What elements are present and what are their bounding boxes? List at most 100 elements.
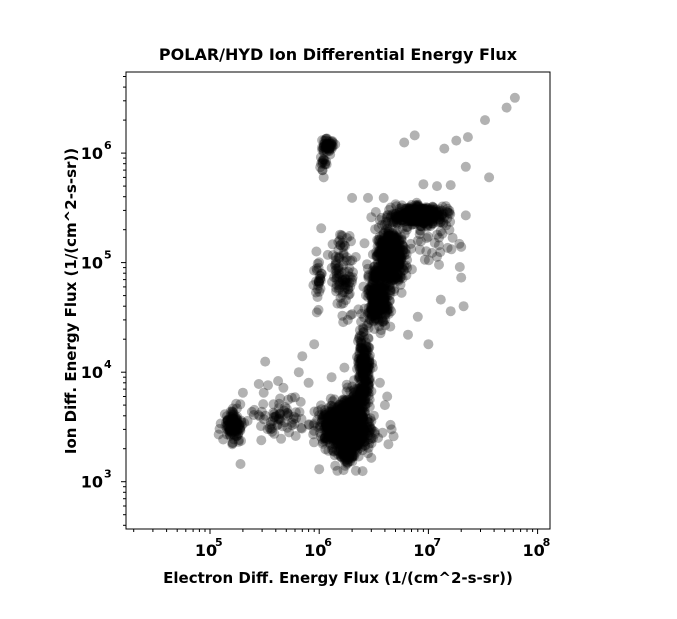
data-point	[341, 421, 352, 431]
data-point	[340, 422, 350, 433]
data-point	[347, 433, 357, 444]
data-point	[324, 418, 335, 429]
data-point	[315, 431, 326, 442]
data-point	[342, 421, 353, 431]
data-point	[342, 411, 353, 422]
data-point	[334, 435, 345, 446]
data-point	[321, 412, 332, 423]
data-point	[349, 431, 360, 442]
data-point	[345, 420, 356, 431]
data-point	[235, 459, 246, 469]
data-point	[339, 430, 349, 441]
data-point	[347, 192, 358, 203]
data-point	[359, 440, 370, 451]
data-point	[323, 428, 333, 439]
data-point	[334, 399, 345, 410]
data-point	[336, 430, 347, 441]
data-point	[329, 430, 340, 441]
data-point	[343, 418, 354, 429]
data-point	[358, 433, 369, 444]
data-point	[334, 272, 345, 283]
data-point	[339, 432, 350, 443]
data-point	[336, 427, 347, 438]
data-point	[354, 425, 365, 435]
data-point	[340, 424, 350, 435]
data-point	[333, 423, 343, 434]
data-point	[321, 421, 332, 432]
data-point	[331, 415, 342, 426]
data-point	[324, 424, 335, 435]
data-point	[325, 410, 336, 421]
data-point	[344, 406, 355, 417]
data-point	[336, 409, 347, 419]
data-point	[338, 413, 348, 424]
data-point	[364, 438, 375, 449]
data-point	[347, 413, 357, 424]
data-point	[329, 450, 340, 461]
data-point	[343, 408, 354, 419]
data-point	[334, 422, 345, 433]
data-point	[330, 422, 341, 433]
data-point	[337, 429, 348, 440]
data-point	[435, 294, 446, 305]
data-point	[330, 421, 341, 431]
data-point	[344, 421, 355, 432]
data-point	[324, 424, 335, 435]
data-point	[318, 172, 329, 183]
data-point	[344, 432, 355, 443]
data-point	[330, 460, 341, 471]
data-point	[359, 418, 369, 429]
data-point	[451, 135, 462, 146]
data-point	[353, 416, 364, 427]
data-point	[368, 410, 379, 421]
x-axis-label: Electron Diff. Energy Flux (1/(cm^2-s-sr…	[163, 569, 513, 587]
data-point	[344, 438, 355, 449]
data-point	[329, 408, 339, 418]
data-point	[340, 428, 350, 439]
data-point	[335, 421, 346, 432]
data-point	[326, 406, 337, 417]
data-point	[350, 417, 361, 428]
data-point	[339, 425, 350, 436]
data-point	[325, 393, 336, 404]
data-point	[344, 411, 354, 422]
data-point	[345, 432, 356, 442]
data-point	[343, 427, 354, 437]
data-point	[348, 413, 359, 423]
data-point	[348, 437, 359, 448]
data-point	[348, 422, 359, 433]
data-point	[357, 441, 368, 452]
data-point	[325, 426, 336, 437]
data-point	[326, 429, 337, 440]
data-point	[339, 430, 350, 441]
data-point	[364, 417, 375, 428]
data-point	[338, 428, 349, 438]
data-point	[338, 420, 349, 431]
data-point	[363, 192, 373, 203]
data-point	[351, 419, 362, 430]
data-point	[322, 423, 333, 434]
data-point	[344, 409, 355, 420]
data-point	[338, 427, 349, 438]
data-point	[345, 423, 356, 434]
data-point	[342, 417, 353, 428]
data-point	[353, 425, 364, 436]
data-point	[343, 427, 354, 438]
data-point	[325, 417, 336, 428]
data-point	[332, 430, 343, 441]
data-point	[360, 406, 370, 417]
data-point	[334, 403, 345, 414]
data-point	[320, 407, 331, 418]
data-point	[338, 397, 349, 408]
data-point	[330, 417, 341, 428]
data-point	[337, 427, 347, 438]
data-point	[329, 422, 340, 433]
data-point	[333, 425, 344, 436]
data-point	[350, 404, 361, 414]
data-point	[343, 413, 354, 423]
data-point	[346, 435, 357, 446]
data-point	[345, 422, 356, 433]
data-point	[409, 130, 420, 141]
data-point	[332, 420, 343, 431]
data-point	[353, 430, 364, 441]
